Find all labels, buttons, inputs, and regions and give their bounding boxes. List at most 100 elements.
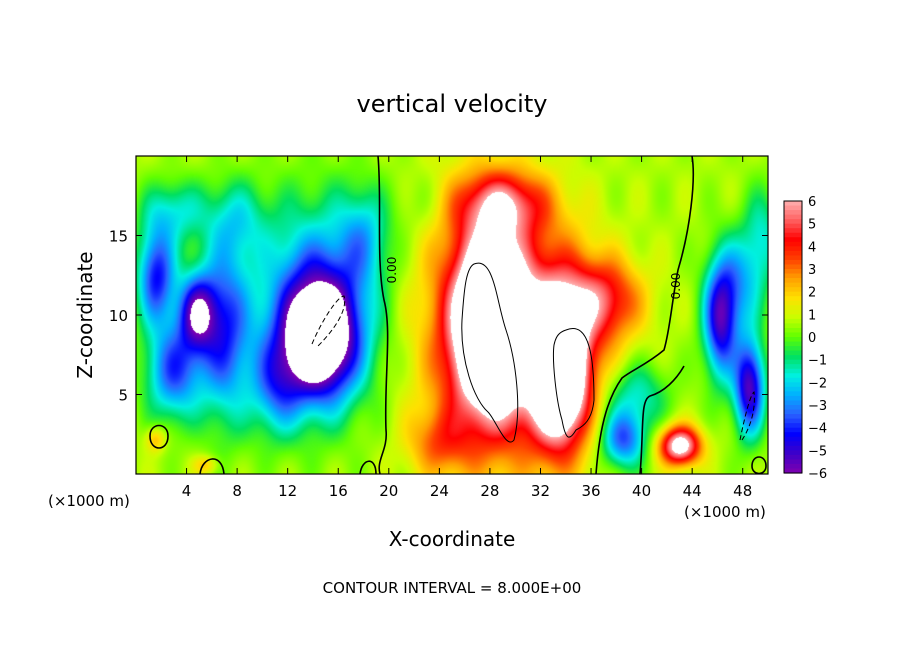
x-axis-label: X-coordinate	[389, 527, 516, 551]
colorbar-swatch	[784, 210, 802, 216]
x-tick-label: 32	[531, 482, 550, 500]
colorbar-swatch	[784, 423, 802, 429]
y-tick-label: 15	[109, 228, 128, 246]
x-tick-label: 48	[733, 482, 752, 500]
colorbar-swatch	[784, 223, 802, 229]
colorbar-swatch	[784, 246, 802, 252]
x-tick-label: 8	[232, 482, 242, 500]
zero-contour-blob-4	[751, 456, 767, 475]
colorbar-tick-label: 3	[808, 263, 816, 278]
colorbar-swatch	[784, 237, 802, 243]
colorbar-swatch	[784, 436, 802, 442]
colorbar-swatch	[784, 382, 802, 388]
colorbar-swatch	[784, 273, 802, 279]
colorbar-swatch	[784, 463, 802, 470]
x-tick-label: 44	[683, 482, 702, 500]
colorbar-swatch	[784, 205, 802, 211]
colorbar-labels: 6 5 4 3 2 1 0 −1 −2 −3 −4 −5 −6	[808, 195, 827, 482]
colorbar-swatch	[784, 377, 802, 383]
zero-contour-blob-1	[149, 424, 169, 449]
colorbar-swatch	[784, 282, 802, 288]
colorbar-swatch	[784, 364, 802, 370]
y-tick-label: 5	[118, 387, 128, 405]
colorbar-swatch	[784, 291, 802, 297]
x-tick-label: 36	[581, 482, 600, 500]
colorbar	[783, 200, 803, 474]
updraft-contour-1	[461, 262, 519, 443]
colorbar-swatch	[784, 400, 802, 406]
colorbar-swatch	[784, 441, 802, 447]
contour-label-east: 0.00	[669, 273, 683, 300]
chart-title: vertical velocity	[357, 90, 548, 118]
colorbar-swatch	[784, 427, 802, 433]
colorbar-swatch	[784, 386, 802, 392]
x-axis-ticks: 4 8 12 16 20 24 28 32 36 40 44 48	[182, 156, 752, 500]
colorbar-frame	[783, 200, 803, 474]
y-tick-label: 10	[109, 307, 128, 325]
colorbar-swatch	[784, 296, 802, 302]
colorbar-swatch	[784, 337, 802, 343]
x-tick-label: 40	[632, 482, 651, 500]
colorbar-tick-label: −5	[808, 444, 827, 459]
plot-area: 0.00 0.00	[135, 155, 769, 475]
colorbar-swatch	[784, 346, 802, 352]
colorbar-swatch	[784, 468, 802, 474]
y-axis-label: Z-coordinate	[73, 251, 97, 378]
downdraft-contour-2	[739, 391, 755, 441]
colorbar-swatch	[784, 395, 802, 402]
zero-contour-east	[595, 155, 695, 475]
colorbar-swatch	[784, 405, 802, 411]
colorbar-swatch	[784, 269, 802, 275]
colorbar-tick-label: 4	[808, 240, 816, 255]
colorbar-swatch	[784, 459, 802, 465]
x-tick-label: 12	[278, 482, 297, 500]
colorbar-swatch	[784, 287, 802, 293]
colorbar-swatch	[784, 432, 802, 438]
x-unit-label-left: (×1000 m)	[48, 492, 130, 510]
colorbar-swatch	[784, 305, 802, 311]
colorbar-swatch	[784, 214, 802, 220]
zero-contour-blob-3	[359, 460, 377, 475]
colorbar-swatch	[784, 391, 802, 397]
x-tick-label: 20	[379, 482, 398, 500]
colorbar-swatch	[784, 309, 802, 315]
colorbar-swatch	[784, 278, 802, 284]
colorbar-swatch	[784, 341, 802, 347]
colorbar-swatch	[784, 445, 802, 451]
x-tick-label: 16	[329, 482, 348, 500]
x-tick-label: 24	[430, 482, 449, 500]
colorbar-swatch	[784, 264, 802, 270]
heatmap-field	[136, 156, 768, 474]
colorbar-tick-label: 5	[808, 218, 816, 233]
colorbar-swatch	[784, 418, 802, 424]
colorbar-swatch	[784, 327, 802, 334]
x-tick-label: 4	[182, 482, 192, 500]
colorbar-swatch	[784, 414, 802, 420]
zero-contours	[149, 155, 767, 475]
colorbar-swatch	[784, 332, 802, 338]
colorbar-swatch	[784, 219, 802, 225]
colorbar-swatch	[784, 359, 802, 365]
colorbar-swatch	[784, 241, 802, 247]
colorbar-tick-label: 0	[808, 331, 816, 346]
colorbar-swatch	[784, 314, 802, 320]
colorbar-tick-label: 1	[808, 308, 816, 323]
colorbar-swatch	[784, 318, 802, 324]
colorbar-tick-label: −4	[808, 422, 827, 437]
colorbar-swatch	[784, 232, 802, 238]
colorbar-swatch	[784, 450, 802, 456]
colorbar-swatch	[784, 368, 802, 374]
colorbar-swatch	[784, 255, 802, 261]
colorbar-swatch	[784, 454, 802, 460]
x-tick-label: 28	[480, 482, 499, 500]
colorbar-swatch	[784, 373, 802, 379]
y-axis-ticks: 5 10 15	[109, 228, 768, 405]
colorbar-swatch	[784, 323, 802, 329]
colorbar-swatch	[784, 300, 802, 306]
colorbar-tick-label: −1	[808, 354, 827, 369]
contour-interval-text: CONTOUR INTERVAL = 8.000E+00	[323, 579, 582, 597]
zero-contour-blob-2	[199, 458, 225, 475]
colorbar-tick-label: 2	[808, 286, 816, 301]
colorbar-swatch	[784, 201, 802, 207]
